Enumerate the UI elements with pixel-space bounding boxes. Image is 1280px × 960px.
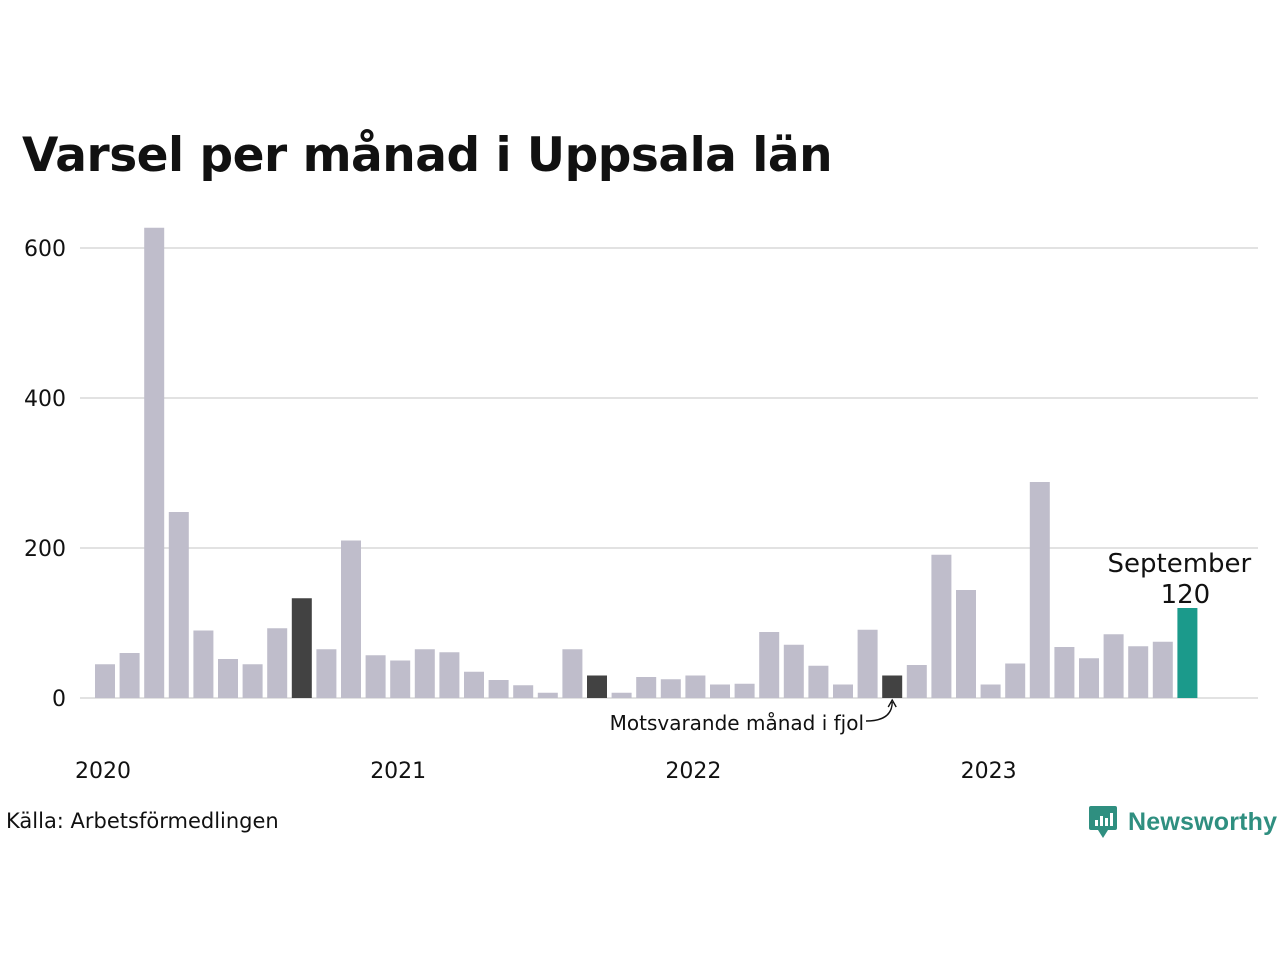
bar-2023-02 xyxy=(1005,663,1026,698)
bar-2020-11 xyxy=(341,540,361,698)
bar-2022-08 xyxy=(857,629,878,698)
bar-2021-11 xyxy=(636,677,657,698)
bar-2020-08 xyxy=(267,628,288,698)
bar-2020-02 xyxy=(119,653,140,698)
bar-2021-10 xyxy=(611,692,632,698)
annotation-label: Motsvarande månad i fjol xyxy=(610,711,864,735)
bar-2021-02 xyxy=(414,649,435,698)
highlight-month-label: September xyxy=(1108,549,1252,579)
y-tick-label: 600 xyxy=(24,237,66,262)
y-tick-label: 400 xyxy=(24,387,66,412)
bar-2021-07 xyxy=(537,692,558,698)
bar-2022-11 xyxy=(931,554,952,698)
bar-2022-05 xyxy=(783,644,804,698)
annotation-arrowhead xyxy=(887,698,897,708)
bar-2023-04 xyxy=(1054,647,1075,698)
bar-2023-06 xyxy=(1103,634,1124,698)
bar-2023-03 xyxy=(1029,482,1050,698)
bar-2022-04 xyxy=(759,632,780,698)
bar-2021-12 xyxy=(660,679,681,698)
bar-2020-07 xyxy=(242,664,263,698)
bar-2022-02 xyxy=(710,684,730,698)
bar-2021-01 xyxy=(390,660,411,698)
bar-2020-06 xyxy=(218,659,238,698)
bar-2022-07 xyxy=(833,684,853,698)
annotation-arrow xyxy=(865,701,893,722)
bar-2023-05 xyxy=(1079,658,1099,698)
x-tick-label: 2022 xyxy=(665,759,721,784)
brand-logo[interactable]: Newsworthy xyxy=(1088,804,1277,840)
bar-2020-01 xyxy=(95,664,115,698)
bar-2020-12 xyxy=(365,655,386,698)
bar-chart: 0 200 400 600 2020 2021 2022 2023 September120… xyxy=(24,227,1258,784)
grid-lines xyxy=(80,247,1258,699)
y-tick-label: 0 xyxy=(52,687,66,712)
bar-2020-03 xyxy=(144,227,165,698)
bars xyxy=(95,227,1198,698)
bar-2020-04 xyxy=(168,512,189,698)
x-axis-ticks: 2020 2021 2022 2023 xyxy=(75,759,1017,784)
bar-2022-06 xyxy=(808,665,829,698)
newsworthy-logo-icon xyxy=(1089,806,1117,838)
bar-2023-09 xyxy=(1177,608,1198,698)
x-tick-label: 2021 xyxy=(370,759,426,784)
x-tick-label: 2023 xyxy=(961,759,1017,784)
bar-2023-08 xyxy=(1152,641,1173,698)
brand-name: Newsworthy xyxy=(1128,807,1278,836)
bar-2022-01 xyxy=(685,675,706,698)
bar-2020-10 xyxy=(316,649,337,698)
bar-2021-08 xyxy=(562,649,583,698)
bar-2022-12 xyxy=(956,590,976,698)
bar-2021-05 xyxy=(488,680,509,698)
bar-2022-09 xyxy=(882,675,903,698)
bar-2020-05 xyxy=(193,630,214,698)
source-label: Källa: Arbetsförmedlingen xyxy=(6,809,279,833)
y-axis-ticks: 0 200 400 600 xyxy=(24,237,66,712)
bar-2020-09 xyxy=(291,598,312,698)
bar-2021-03 xyxy=(439,652,460,698)
y-tick-label: 200 xyxy=(24,537,66,562)
highlight-value-label: 120 xyxy=(1161,580,1211,610)
bar-2022-03 xyxy=(734,683,755,698)
x-tick-label: 2020 xyxy=(75,759,131,784)
bar-2021-04 xyxy=(464,671,484,698)
bar-2022-10 xyxy=(906,665,927,698)
bar-2023-01 xyxy=(980,684,1001,698)
bar-2023-07 xyxy=(1128,646,1149,698)
bar-2021-06 xyxy=(513,685,534,698)
chart-title: Varsel per månad i Uppsala län xyxy=(22,128,833,183)
bar-2021-09 xyxy=(587,675,607,698)
